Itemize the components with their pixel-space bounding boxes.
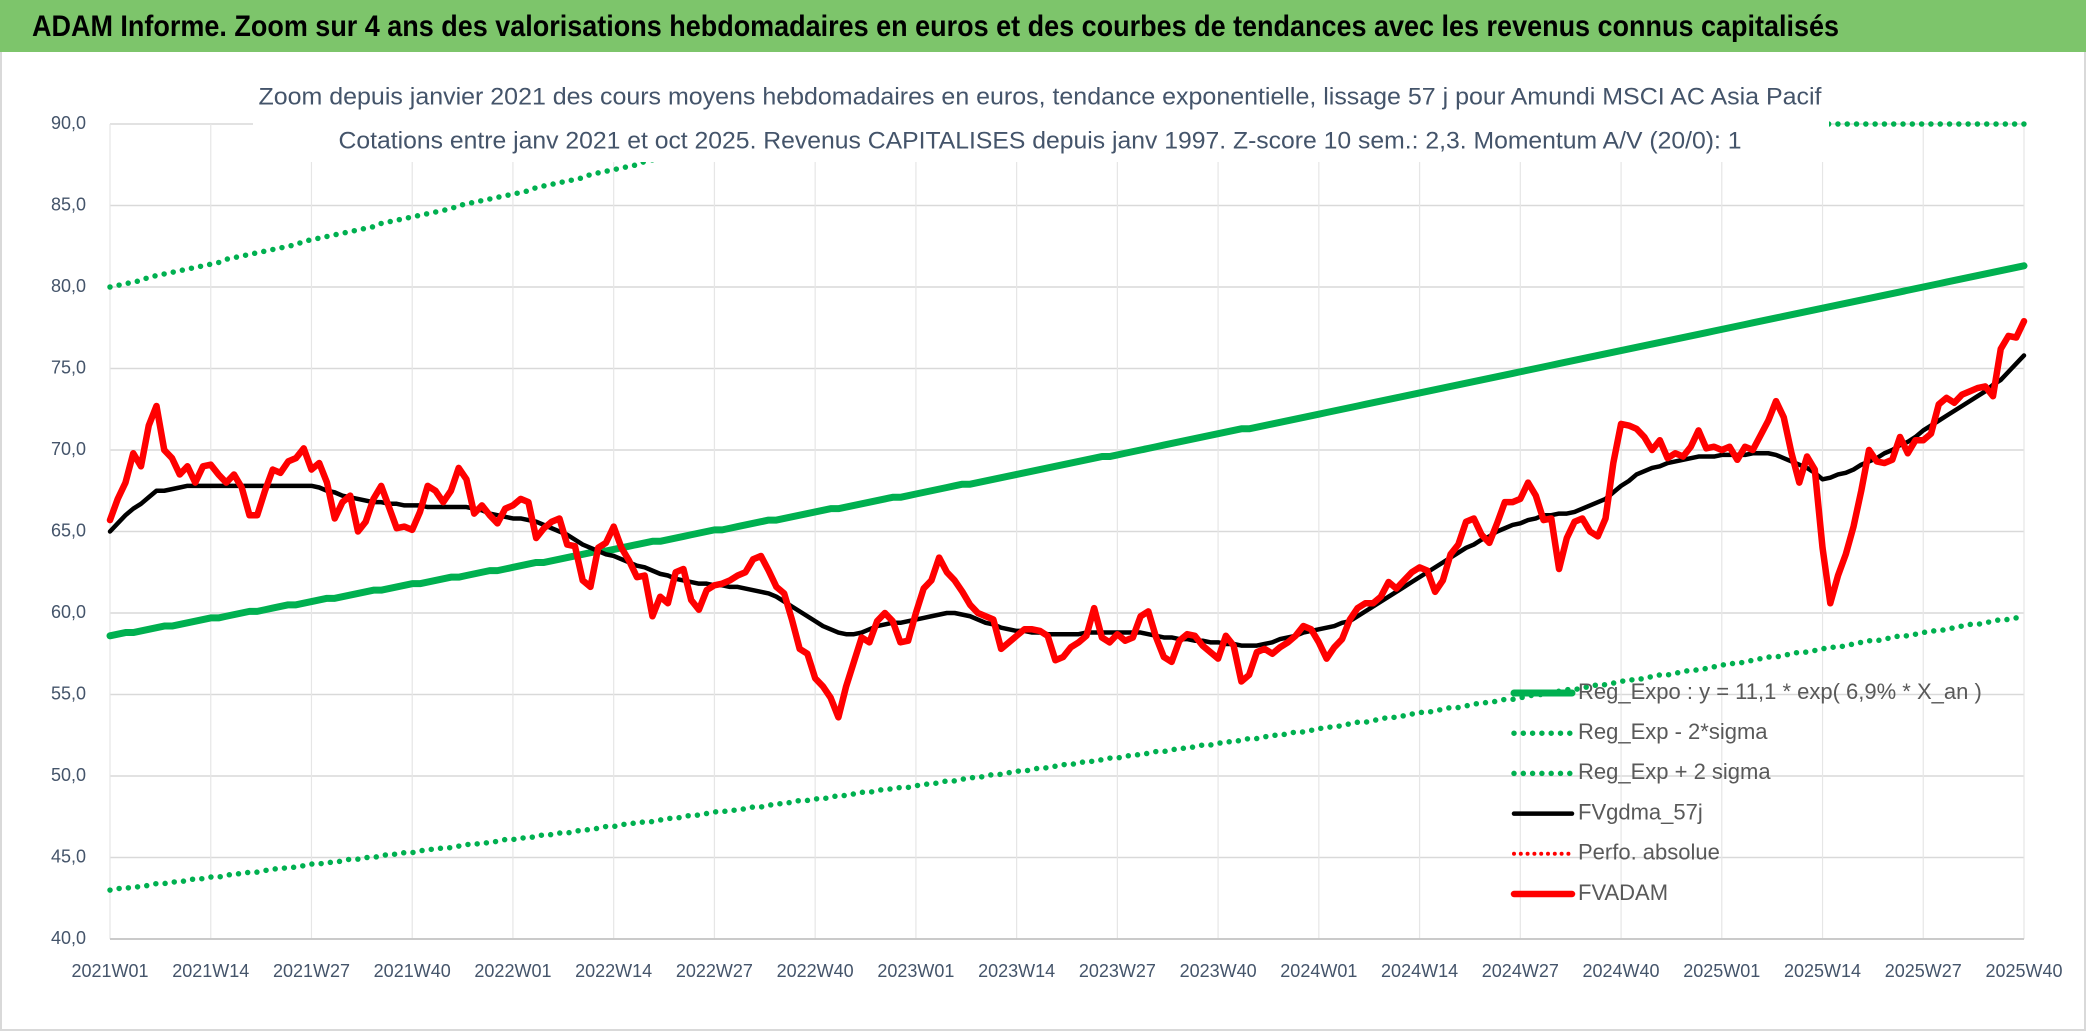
x-tick-label: 2022W14 [575,961,652,981]
x-tick-label: 2021W14 [172,961,249,981]
x-tick-label: 2022W40 [777,961,854,981]
legend-label: Reg_Expo : y = 11,1 * exp( 6,9% * X_an ) [1578,679,1982,704]
x-tick-label: 2022W27 [676,961,753,981]
x-tick-label: 2023W27 [1079,961,1156,981]
y-tick-label: 70,0 [51,439,86,459]
header-band [0,0,2086,52]
x-tick-label: 2025W27 [1885,961,1962,981]
legend-label: Reg_Exp + 2 sigma [1578,759,1771,784]
y-tick-label: 75,0 [51,357,86,377]
y-tick-label: 60,0 [51,602,86,622]
series-line [107,613,2027,893]
y-tick-label: 90,0 [51,113,86,133]
series-line [107,353,2027,648]
x-tick-label: 2024W14 [1381,961,1458,981]
y-tick-label: 45,0 [51,846,86,866]
legend-label: FVgdma_57j [1578,799,1703,824]
x-tick-label: 2025W40 [1985,961,2062,981]
y-tick-label: 80,0 [51,276,86,296]
x-tick-label: 2024W27 [1482,961,1559,981]
series-line [106,262,2028,640]
x-tick-label: 2024W01 [1280,961,1357,981]
x-tick-label: 2023W14 [978,961,1055,981]
x-tick-label: 2025W14 [1784,961,1861,981]
y-tick-label: 55,0 [51,683,86,703]
header-title: ADAM Informe. Zoom sur 4 ans des valoris… [32,10,1839,43]
x-tick-label: 2023W40 [1180,961,1257,981]
legend-label: Reg_Exp - 2*sigma [1578,719,1768,744]
x-tick-label: 2024W40 [1583,961,1660,981]
y-tick-label: 85,0 [51,194,86,214]
x-tick-label: 2025W01 [1683,961,1760,981]
chart-subtitle: Cotations entre janv 2021 et oct 2025. R… [339,127,1742,154]
legend: Reg_Expo : y = 11,1 * exp( 6,9% * X_an )… [1510,679,1982,905]
legend-label: FVADAM [1578,880,1668,905]
legend-label: Perfo. absolue [1578,840,1720,865]
x-tick-label: 2021W01 [71,961,148,981]
y-tick-label: 40,0 [51,928,86,948]
axes: 40,0 45,0 50,0 55,0 60,0 65,0 70,0 75,0 80,0 85,0… [51,113,2063,981]
x-tick-label: 2021W40 [374,961,451,981]
subtitle-box [253,80,1829,162]
x-tick-label: 2021W27 [273,961,350,981]
x-tick-label: 2023W01 [877,961,954,981]
chart-subtitle: Zoom depuis janvier 2021 des cours moyen… [259,83,1822,110]
x-tick-label: 2022W01 [474,961,551,981]
y-tick-label: 50,0 [51,765,86,785]
series-line [106,317,2028,721]
y-tick-label: 65,0 [51,520,86,540]
